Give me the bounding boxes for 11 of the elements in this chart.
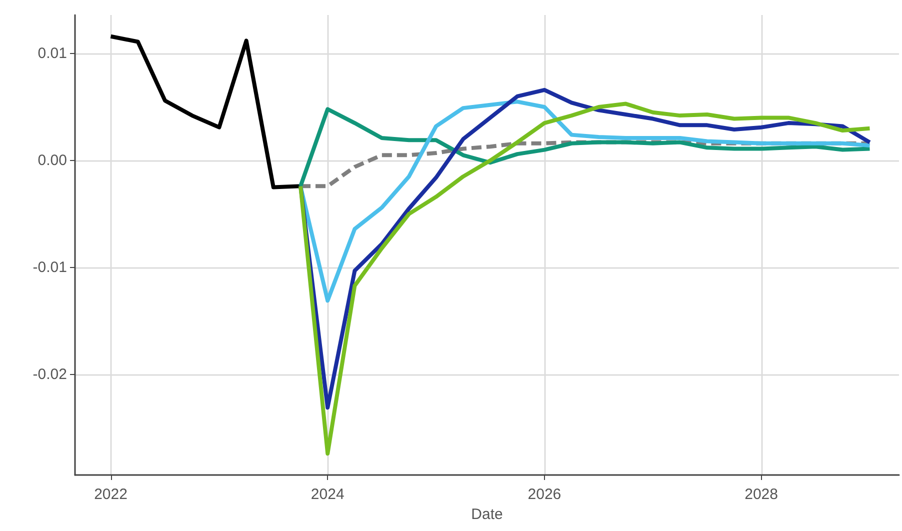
x-axis-title: Date	[471, 506, 503, 523]
y-tick-label: -0.02	[32, 366, 67, 383]
y-tick-label: 0.01	[38, 45, 67, 62]
x-tick-label: 2022	[94, 486, 128, 503]
x-tick-label: 2024	[310, 486, 344, 503]
y-tick-label: -0.01	[32, 258, 67, 276]
x-tick-label: 2026	[528, 486, 562, 503]
line-series	[298, 102, 872, 456]
x-tick-label: 2028	[744, 486, 778, 503]
y-tick-label: 0.00	[38, 152, 67, 169]
line-series	[298, 107, 872, 188]
